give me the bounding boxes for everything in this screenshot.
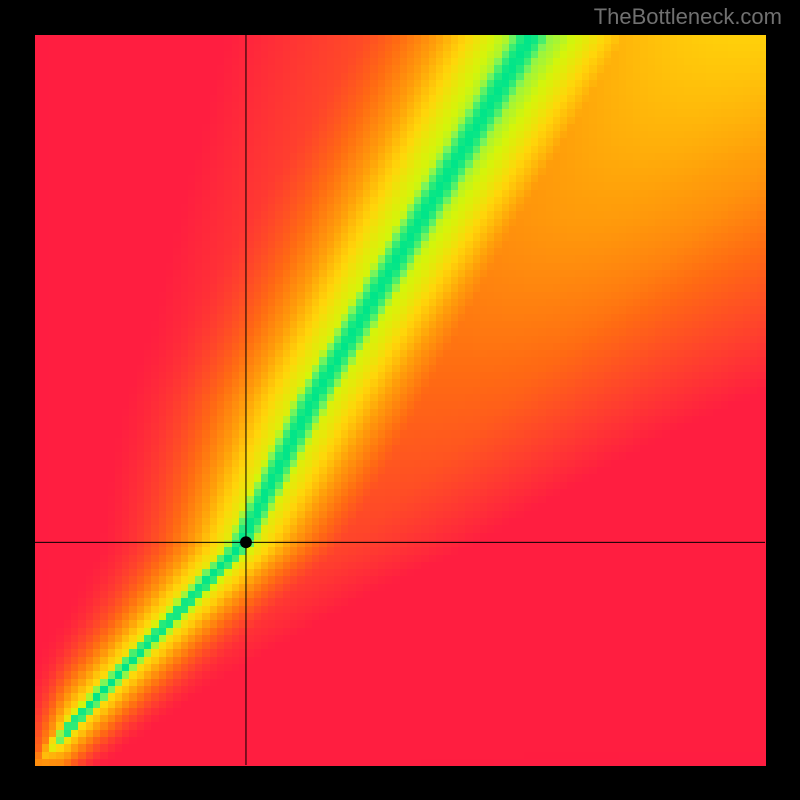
watermark-text: TheBottleneck.com [594, 4, 782, 30]
heatmap-canvas [0, 0, 800, 800]
chart-container: TheBottleneck.com [0, 0, 800, 800]
